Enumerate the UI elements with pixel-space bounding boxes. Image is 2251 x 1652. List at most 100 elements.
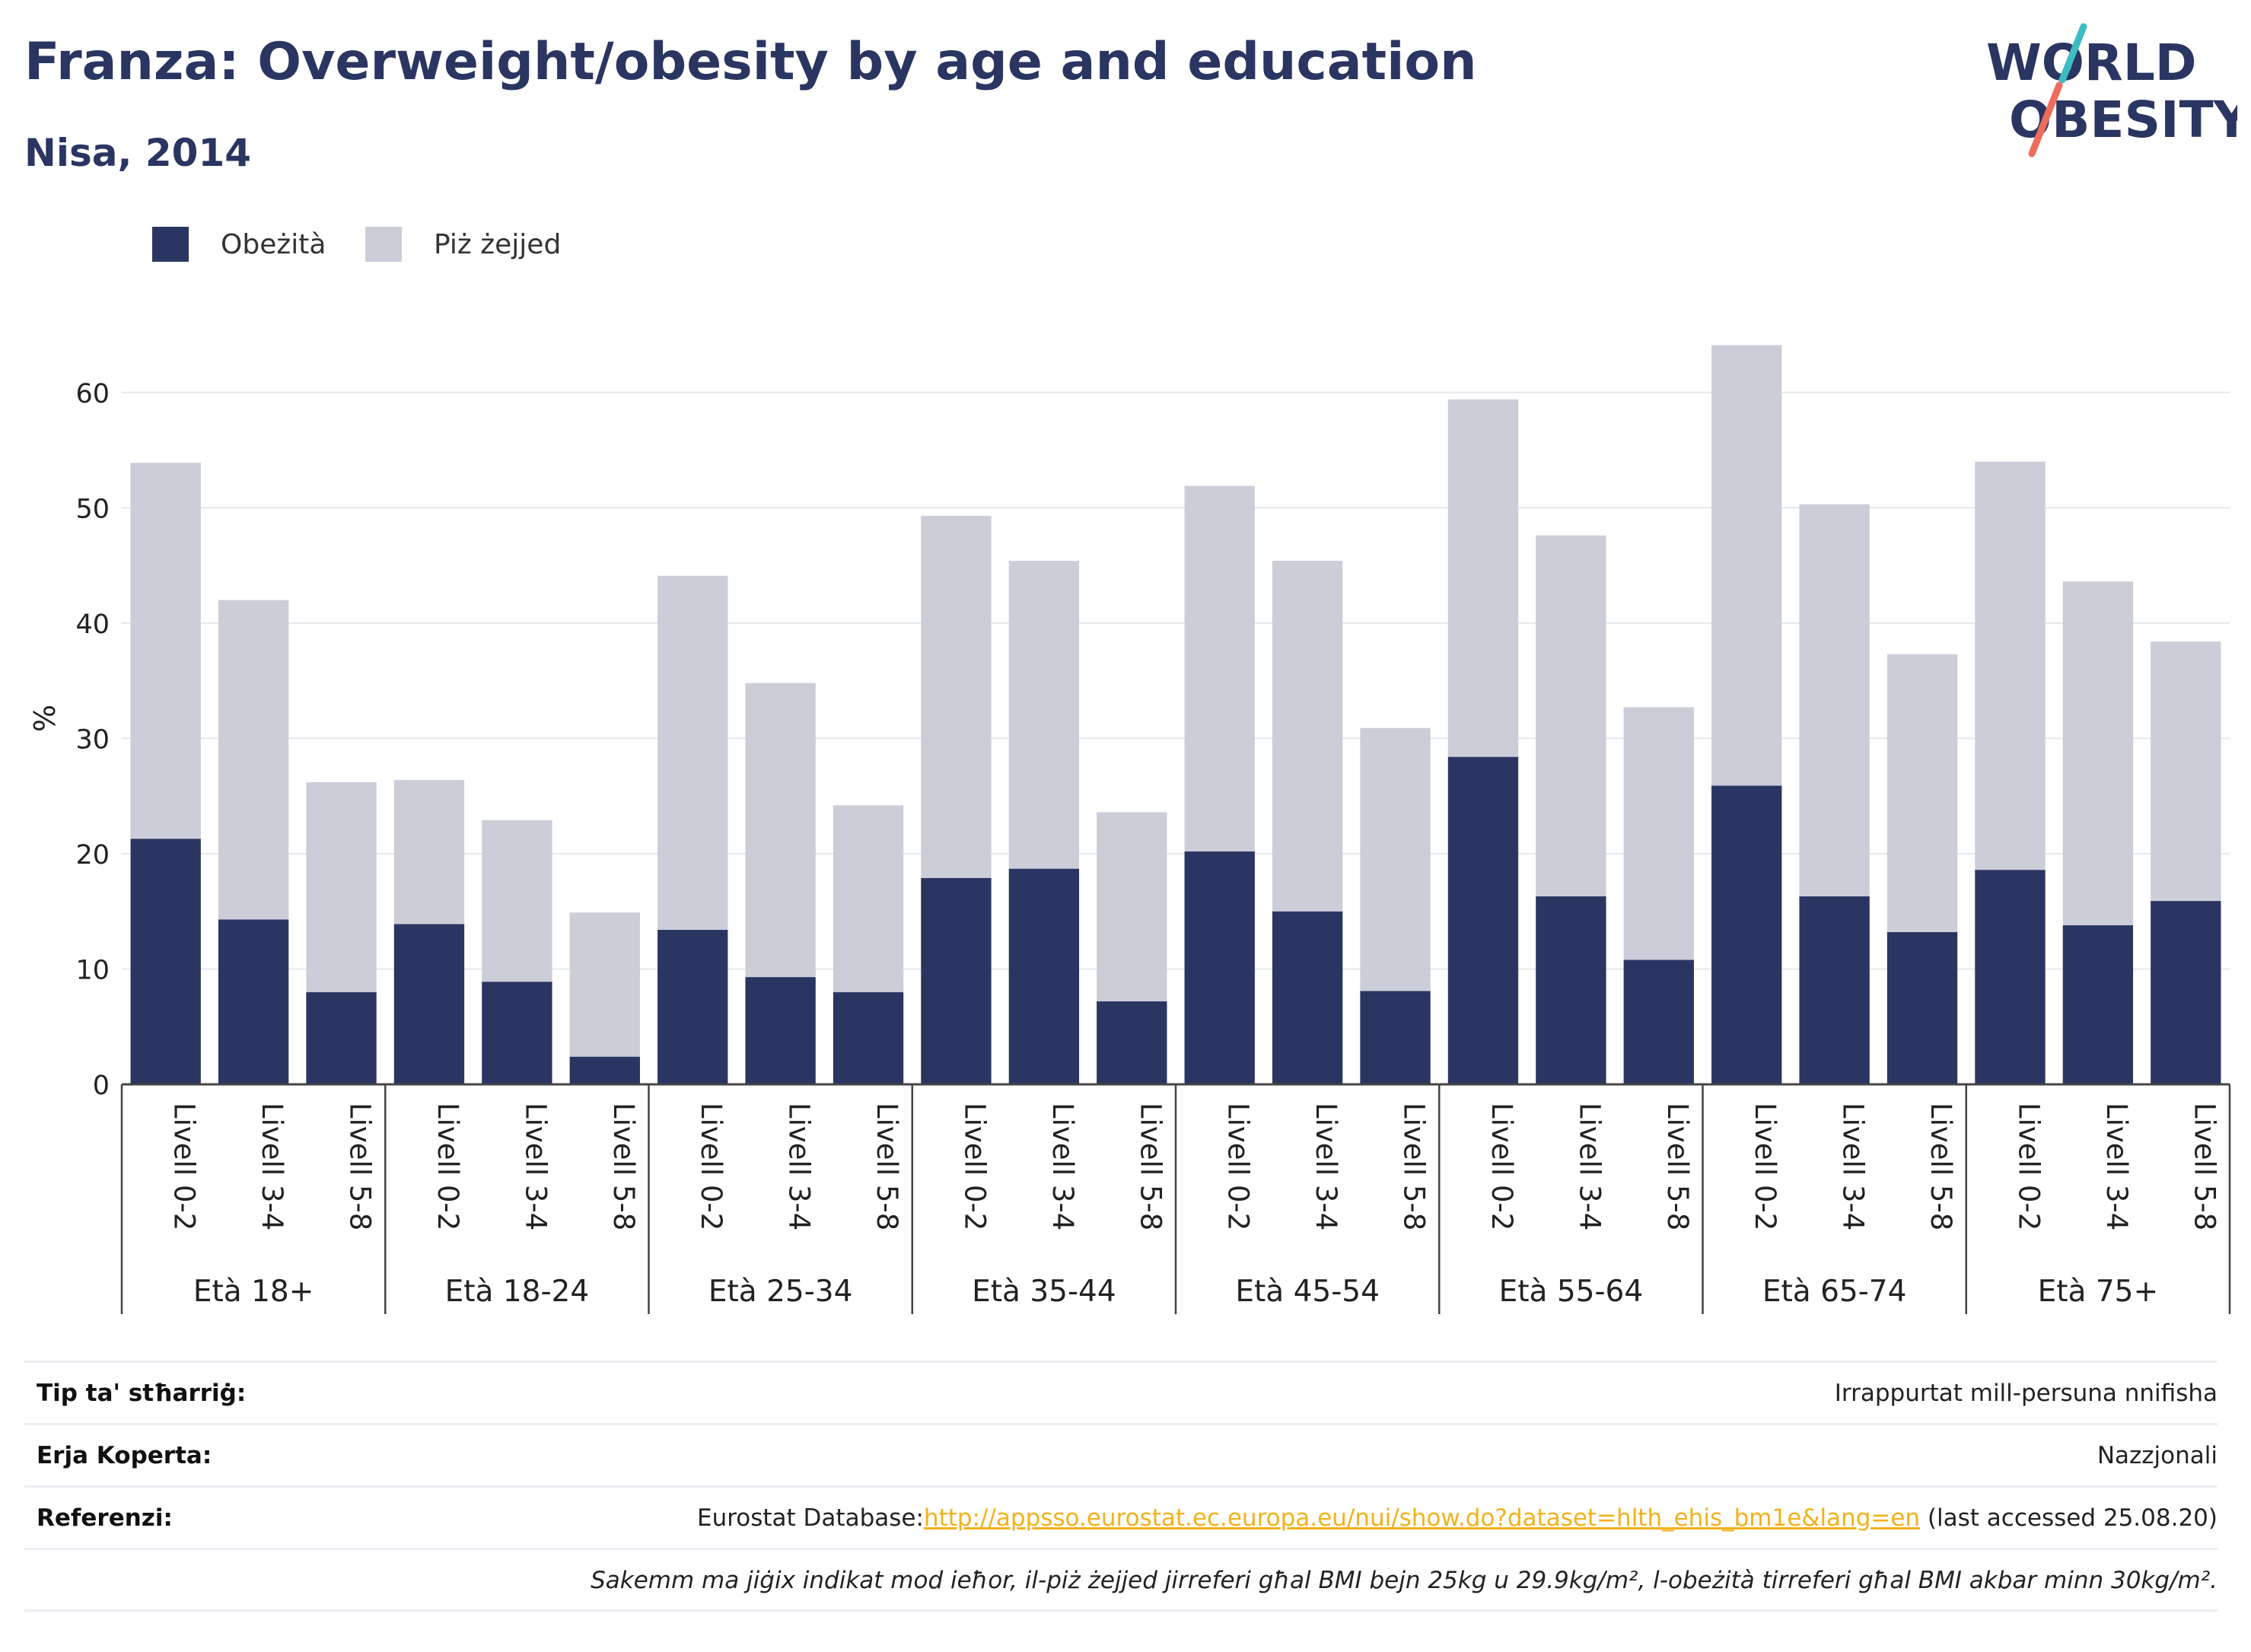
bar-overweight[interactable] [745, 683, 816, 978]
x-level-label: Livell 5-8 [1925, 1103, 1957, 1230]
bar-overweight[interactable] [393, 779, 465, 925]
x-level-label: Livell 0-2 [695, 1103, 728, 1230]
bar-overweight[interactable] [2062, 581, 2134, 925]
x-level-label: Livell 5-8 [344, 1103, 377, 1230]
legend-swatch-obesity [152, 227, 189, 262]
grid-lines [122, 391, 2230, 970]
bar-obesity[interactable] [1975, 870, 2046, 1084]
y-tick-label: 10 [75, 955, 110, 985]
bar-obesity[interactable] [306, 992, 377, 1084]
x-level-label: Livell 3-4 [1573, 1103, 1606, 1230]
legend-label-obesity: Obeżità [221, 228, 326, 260]
bar-obesity[interactable] [1008, 868, 1080, 1084]
legend-item-obesity[interactable]: Obeżità [152, 227, 326, 262]
logo-line1: WORLD [1986, 33, 2197, 92]
bar-overweight[interactable] [1360, 727, 1431, 992]
x-level-label: Livell 0-2 [2012, 1103, 2045, 1230]
x-level-label: Livell 3-4 [256, 1103, 288, 1230]
bar-obesity[interactable] [657, 929, 728, 1084]
axes: 0 10 20 30 40 50 60 Livell 0-2 Livell 3-4 Livell … [75, 379, 2231, 1314]
info-label-area: Erja Koperta: [37, 1442, 212, 1469]
x-level-label: Livell 0-2 [168, 1103, 201, 1230]
bar-obesity[interactable] [569, 1056, 640, 1084]
bar-overweight[interactable] [1097, 812, 1167, 1001]
x-level-label: Livell 3-4 [1046, 1103, 1079, 1230]
bar-obesity[interactable] [2151, 901, 2221, 1084]
bar-overweight[interactable] [833, 805, 904, 992]
bar-obesity[interactable] [393, 924, 465, 1084]
bar-overweight[interactable] [1536, 535, 1606, 896]
bar-overweight[interactable] [657, 575, 728, 930]
bar-obesity[interactable] [921, 877, 992, 1084]
bar-overweight[interactable] [569, 912, 640, 1057]
bar-overweight[interactable] [1184, 485, 1255, 851]
info-row-area: Erja Koperta: Nazzjonali [24, 1423, 2218, 1488]
definition-note: Sakemm ma jiġix indikat mod ieħor, il-pi… [591, 1567, 2218, 1594]
bar-overweight[interactable] [1975, 461, 2046, 871]
y-tick-label: 60 [75, 379, 110, 409]
bar-obesity[interactable] [1623, 960, 1694, 1084]
x-group-label: Età 75+ [2038, 1275, 2159, 1309]
bars [130, 345, 2221, 1084]
bar-overweight[interactable] [2151, 641, 2221, 902]
bar-overweight[interactable] [921, 515, 992, 878]
bar-overweight[interactable] [482, 820, 552, 982]
bar-obesity[interactable] [130, 839, 201, 1084]
chart-title: Franza: Overweight/obesity by age and ed… [24, 32, 1477, 92]
bar-obesity[interactable] [1886, 931, 1958, 1084]
bar-overweight[interactable] [1886, 654, 1958, 932]
info-label-survey-type: Tip ta' stħarriġ: [37, 1380, 247, 1407]
bar-obesity[interactable] [833, 992, 904, 1084]
bar-overweight[interactable] [1008, 561, 1080, 869]
x-level-label: Livell 0-2 [958, 1103, 991, 1230]
x-group-label: Età 18+ [193, 1275, 314, 1309]
info-value-area: Nazzjonali [2097, 1442, 2218, 1469]
bar-overweight[interactable] [1623, 707, 1694, 960]
bar-overweight[interactable] [218, 600, 289, 920]
x-group-label: Età 55-64 [1499, 1275, 1644, 1309]
logo-slash-bottom [2028, 81, 2063, 158]
bar-obesity[interactable] [2062, 925, 2134, 1084]
x-level-label: Livell 0-2 [1749, 1103, 1781, 1230]
bar-obesity[interactable] [1184, 851, 1255, 1084]
bar-obesity[interactable] [745, 977, 816, 1084]
x-level-label: Livell 3-4 [1837, 1103, 1870, 1230]
x-level-label: Livell 5-8 [1398, 1103, 1431, 1230]
bar-chart: 0 10 20 30 40 50 60 Livell 0-2 Livell 3-4 Livell … [28, 345, 2231, 1314]
legend-item-overweight[interactable]: Piż żejjed [365, 227, 561, 262]
bar-obesity[interactable] [1536, 896, 1606, 1084]
bar-overweight[interactable] [1447, 399, 1519, 757]
x-level-label: Livell 5-8 [607, 1103, 640, 1230]
bar-obesity[interactable] [482, 982, 552, 1084]
bar-overweight[interactable] [306, 781, 377, 992]
bar-obesity[interactable] [1799, 896, 1870, 1084]
x-level-label: Livell 0-2 [431, 1103, 464, 1230]
bar-obesity[interactable] [1272, 911, 1343, 1084]
bar-obesity[interactable] [1447, 756, 1519, 1084]
bar-overweight[interactable] [1711, 345, 1782, 786]
x-level-label: Livell 5-8 [1661, 1103, 1694, 1230]
bar-obesity[interactable] [1097, 1001, 1167, 1084]
y-tick-label: 50 [75, 494, 110, 524]
x-group-label: Età 45-54 [1235, 1275, 1380, 1309]
bar-overweight[interactable] [130, 463, 201, 839]
info-row-note: Sakemm ma jiġix indikat mod ieħor, il-pi… [24, 1548, 2218, 1612]
y-tick-label: 20 [75, 840, 110, 871]
x-level-label: Livell 3-4 [519, 1103, 552, 1230]
bar-overweight[interactable] [1272, 561, 1343, 912]
bar-obesity[interactable] [218, 919, 289, 1084]
x-level-label: Livell 5-8 [871, 1103, 903, 1230]
world-obesity-logo: WORLD OBESITY [1986, 23, 2237, 158]
bar-overweight[interactable] [1799, 504, 1870, 896]
x-group-label: Età 25-34 [708, 1275, 853, 1309]
x-level-label: Livell 3-4 [2100, 1103, 2133, 1230]
bar-obesity[interactable] [1711, 785, 1782, 1084]
reference-link[interactable]: http://appsso.eurostat.ec.europa.eu/nui/… [923, 1504, 1921, 1532]
info-row-references: Referenzi: Eurostat Database:http://apps… [24, 1485, 2218, 1550]
x-group-label: Età 18-24 [445, 1275, 590, 1309]
bar-obesity[interactable] [1360, 991, 1431, 1084]
chart-subtitle: Nisa, 2014 [24, 131, 252, 175]
info-row-survey-type: Tip ta' stħarriġ: Irrappurtat mill-persu… [24, 1361, 2218, 1425]
y-tick-label: 30 [75, 724, 110, 755]
y-tick-label: 40 [75, 610, 110, 640]
